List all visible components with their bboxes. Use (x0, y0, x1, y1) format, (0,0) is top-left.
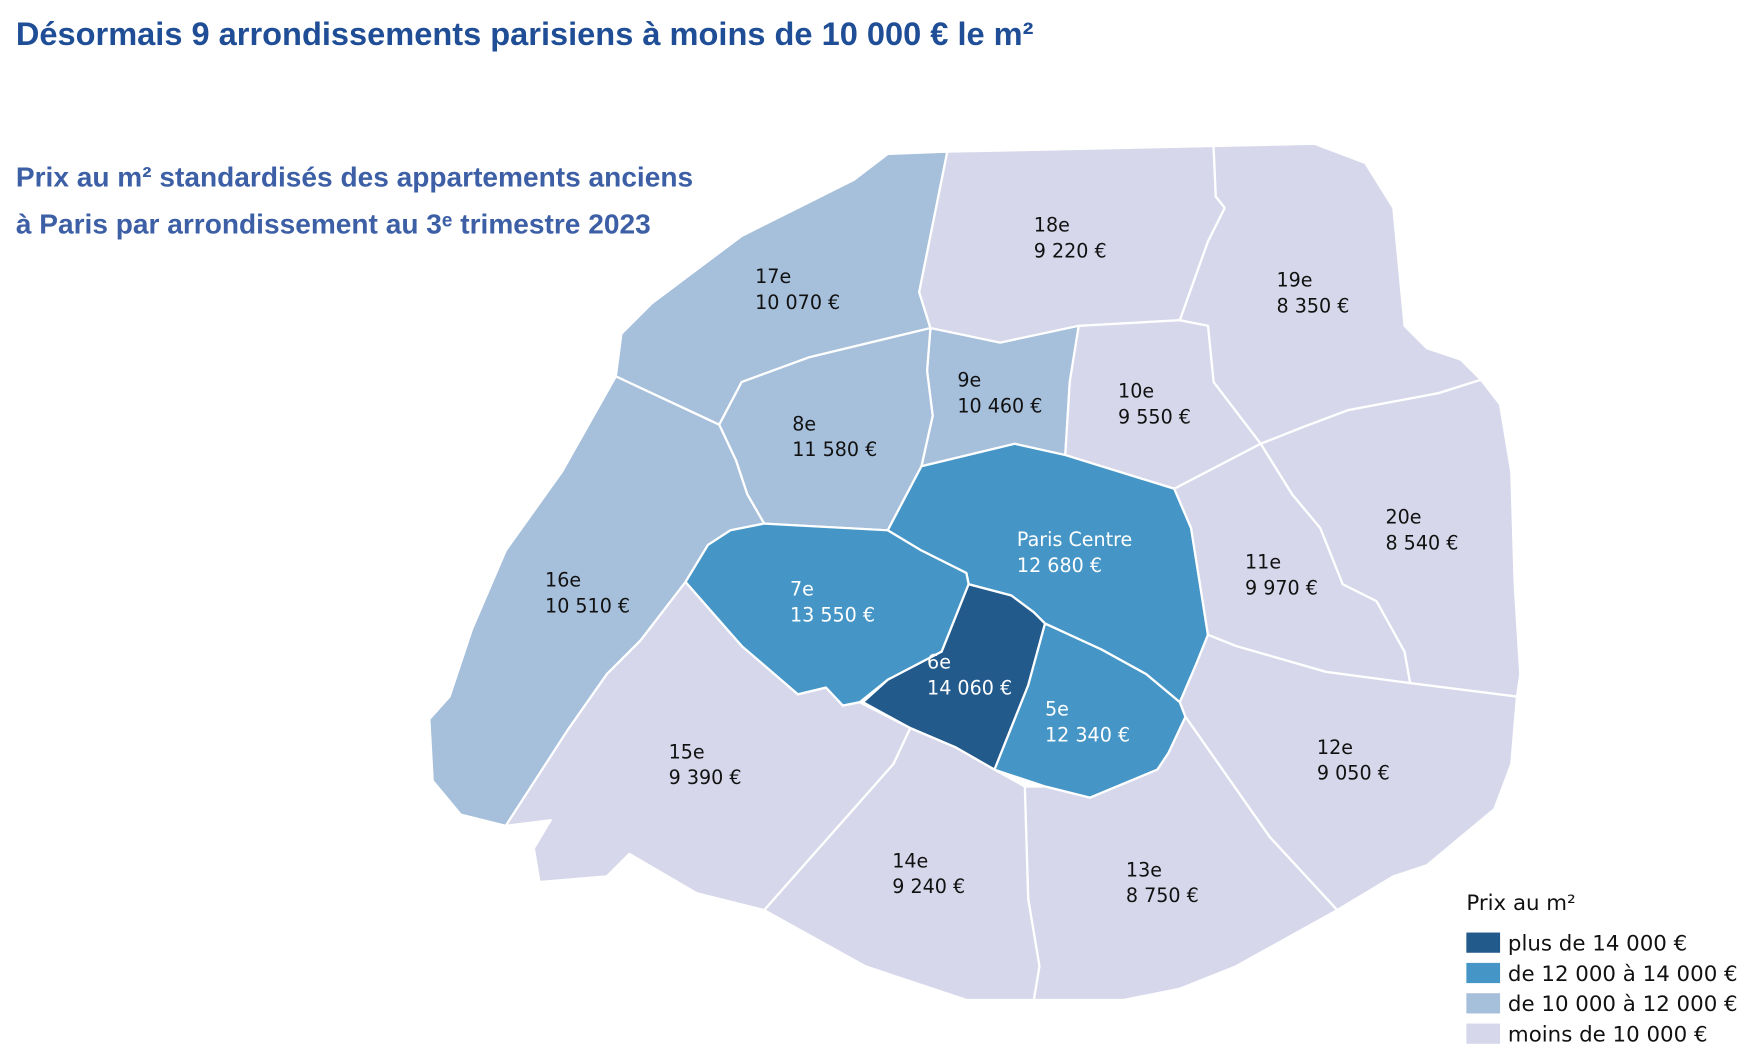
district-price: 10 460 € (957, 394, 1042, 417)
legend-swatch (1466, 1023, 1501, 1044)
subtitle-line: Prix au m² standardisés des appartements… (16, 162, 693, 193)
district-name: 9e (957, 369, 981, 392)
subtitle-line: à Paris par arrondissement au 3ᵉ trimest… (16, 209, 651, 240)
district-name: 18e (1034, 213, 1070, 236)
district-price: 9 050 € (1317, 762, 1390, 785)
districts (428, 142, 1522, 1002)
district-price: 9 970 € (1245, 576, 1318, 599)
district-name: 11e (1245, 551, 1281, 574)
district-price: 10 070 € (755, 291, 840, 314)
district-price: 12 340 € (1045, 724, 1130, 747)
district-name: 17e (755, 265, 791, 288)
legend-label: plus de 14 000 € (1508, 932, 1687, 957)
district (504, 580, 912, 912)
district-name: 15e (669, 740, 705, 763)
legend: Prix au m² plus de 14 000 € de 12 000 à 1… (1466, 891, 1738, 1048)
district-price: 13 550 € (790, 603, 875, 626)
district-name: 16e (545, 568, 581, 591)
district-price: 11 580 € (792, 438, 877, 461)
district-price: 8 750 € (1126, 884, 1199, 907)
district-price: 9 220 € (1034, 239, 1107, 262)
district-price: 8 350 € (1276, 294, 1349, 317)
legend-swatch (1466, 962, 1501, 984)
district-price: 9 240 € (892, 875, 965, 898)
district-price: 14 060 € (927, 676, 1012, 699)
district (1178, 633, 1519, 912)
legend-swatch (1466, 932, 1501, 953)
district-name: 12e (1317, 736, 1353, 759)
district-name: 10e (1118, 380, 1154, 403)
district-price: 12 680 € (1017, 554, 1102, 577)
title: Désormais 9 arrondissements parisiens à … (16, 16, 1034, 52)
district-name: 13e (1126, 858, 1162, 881)
legend-swatch (1466, 993, 1501, 1014)
district-name: 5e (1045, 698, 1069, 721)
district-name: 8e (792, 412, 816, 435)
district-price: 8 540 € (1385, 531, 1458, 554)
legend-label: de 10 000 à 12 000 € (1508, 992, 1738, 1017)
district-name: 20e (1385, 506, 1421, 529)
district-name: 14e (892, 849, 928, 872)
district-name: 7e (790, 577, 814, 600)
legend-label: moins de 10 000 € (1508, 1023, 1708, 1048)
district-price: 9 390 € (669, 766, 742, 789)
legend-label: de 12 000 à 14 000 € (1508, 962, 1738, 987)
district-name: 19e (1276, 269, 1312, 292)
district (1259, 378, 1522, 698)
district-price: 9 550 € (1118, 406, 1191, 429)
legend-title: Prix au m² (1466, 891, 1575, 916)
district-price: 10 510 € (545, 594, 630, 617)
district-name: Paris Centre (1017, 528, 1132, 551)
district-name: 6e (927, 651, 951, 674)
